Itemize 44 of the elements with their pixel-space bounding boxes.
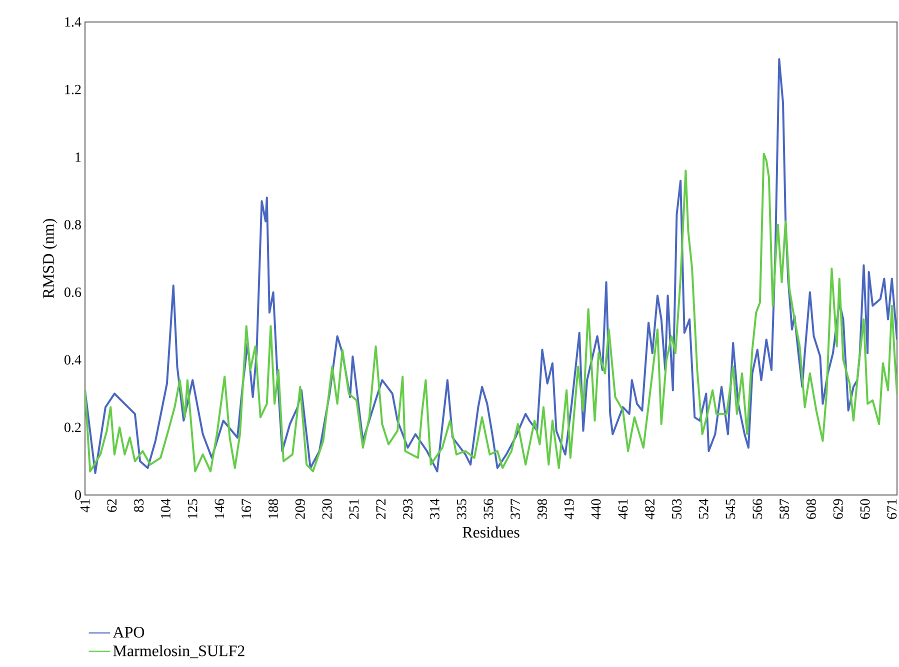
x-tick-label: 104 bbox=[160, 498, 170, 518]
y-tick-label: 0.6 bbox=[64, 288, 82, 298]
x-tick-label: 41 bbox=[80, 499, 90, 512]
line-series bbox=[85, 58, 898, 474]
x-tick-label: 356 bbox=[484, 498, 494, 519]
y-tick-label: 1.4 bbox=[65, 17, 82, 27]
x-tick-label: 335 bbox=[456, 499, 466, 519]
x-axis-title: Residues bbox=[462, 526, 520, 538]
x-tick-label: 209 bbox=[295, 499, 305, 519]
x-tick-label: 566 bbox=[752, 498, 762, 519]
y-tick-label: 1.2 bbox=[65, 84, 81, 94]
x-tick-label: 62 bbox=[107, 499, 117, 512]
x-tick-label: 398 bbox=[538, 499, 547, 519]
x-tick-label: 608 bbox=[806, 499, 816, 519]
y-tick-label: 0.4 bbox=[64, 355, 82, 365]
x-tick-label: 314 bbox=[430, 498, 440, 519]
x-tick-label: 146 bbox=[214, 498, 224, 518]
y-tick-label: 0.8 bbox=[64, 220, 81, 230]
y-tick-label: 0 bbox=[75, 490, 81, 500]
x-tick-label: 650 bbox=[860, 499, 870, 519]
x-tick-label: 671 bbox=[887, 499, 897, 519]
x-tick-label: 440 bbox=[591, 499, 601, 520]
x-tick-label: 230 bbox=[322, 499, 332, 519]
x-tick-label: 545 bbox=[726, 499, 736, 519]
x-tick-label: 461 bbox=[618, 499, 628, 520]
x-tick-label: 587 bbox=[780, 498, 790, 519]
x-tick-label: 167 bbox=[242, 498, 252, 518]
legend-label: Marmelosin_SULF2 bbox=[113, 645, 244, 658]
x-tick-label: 251 bbox=[349, 499, 359, 519]
x-tick-label: 629 bbox=[833, 499, 843, 519]
x-tick-label: 377 bbox=[510, 498, 520, 519]
y-tick-label: 0.2 bbox=[64, 422, 81, 432]
x-tick-label: 272 bbox=[376, 499, 386, 519]
y-tick-label: 1 bbox=[76, 152, 81, 162]
x-tick-label: 419 bbox=[564, 499, 574, 520]
legend-label: APO bbox=[112, 626, 144, 638]
x-tick-label: 503 bbox=[672, 499, 682, 519]
x-tick-label: 524 bbox=[698, 498, 708, 519]
x-tick-label: 293 bbox=[403, 499, 412, 519]
y-axis-title: RMSD (nm) bbox=[42, 218, 58, 298]
x-tick-label: 83 bbox=[134, 499, 144, 512]
x-tick-label: 125 bbox=[188, 499, 198, 518]
x-tick-label: 188 bbox=[268, 499, 278, 518]
x-tick-label: 482 bbox=[645, 499, 655, 520]
